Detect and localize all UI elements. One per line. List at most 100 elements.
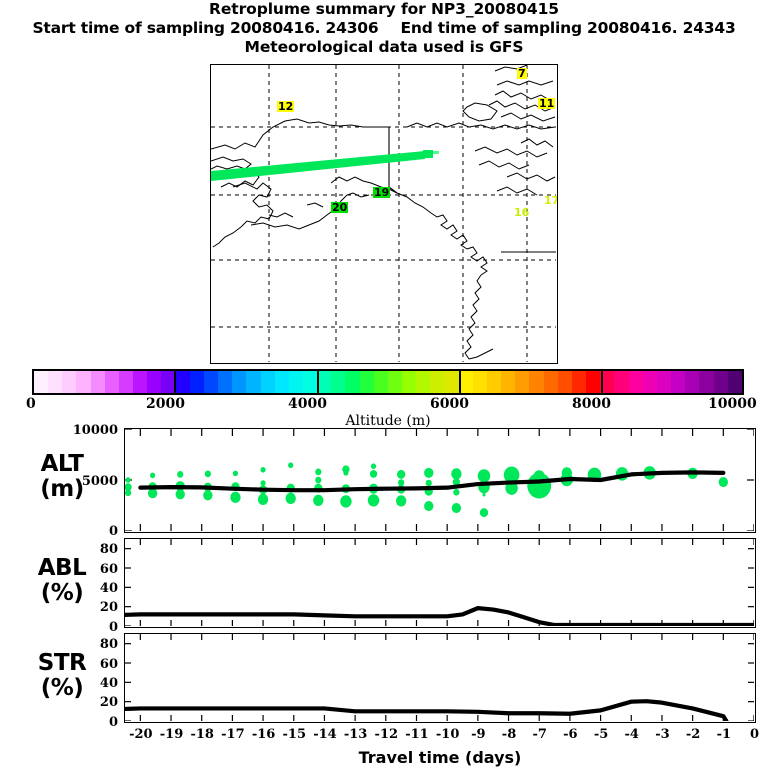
colorbar-swatch[interactable]	[48, 371, 63, 393]
colorbar-swatch[interactable]	[472, 371, 487, 393]
altitude-bubble	[147, 488, 158, 499]
altitude-colorbar[interactable]: 0 2000 4000 6000 8000 10000 Altitude (m)	[26, 369, 757, 429]
colorbar-swatch[interactable]	[133, 371, 148, 393]
mean-altitude	[138, 470, 726, 493]
xaxis-tick: -13	[343, 727, 368, 742]
xaxis-tick: -1	[716, 727, 732, 742]
map-label[interactable]: 12	[277, 100, 295, 113]
colorbar-swatch[interactable]	[487, 371, 502, 393]
abl-axis-label-line2: (%)	[40, 580, 84, 606]
xaxis-tick: -3	[655, 727, 670, 742]
altitude-bubble	[479, 508, 489, 518]
colorbar-swatch[interactable]	[586, 371, 601, 393]
colorbar-swatch[interactable]	[90, 371, 105, 393]
xaxis-tick: -20	[129, 727, 153, 742]
colorbar-swatch[interactable]	[62, 371, 77, 393]
map-label[interactable]: 19	[373, 186, 391, 199]
altitude-bubble	[343, 470, 349, 476]
str-plot-area	[125, 634, 754, 721]
colorbar-swatch[interactable]	[614, 371, 629, 393]
colorbar-swatch[interactable]	[345, 371, 360, 393]
sampling-times: Start time of sampling 20080416. 24306 En…	[0, 19, 768, 38]
colorbar-swatch[interactable]	[118, 371, 134, 393]
colorbar-swatch[interactable]	[274, 371, 289, 393]
colorbar-swatch[interactable]	[444, 371, 459, 393]
colorbar-swatch[interactable]	[501, 371, 516, 393]
colorbar-swatch[interactable]	[232, 371, 247, 393]
colorbar-swatch[interactable]	[571, 371, 587, 393]
colorbar-swatch[interactable]	[628, 371, 643, 393]
colorbar-swatch[interactable]	[218, 371, 233, 393]
str-axis-label: STR (%)	[8, 651, 116, 701]
altitude-bubble	[505, 481, 518, 495]
colorbar-swatch[interactable]	[515, 371, 530, 393]
colorbar-swatch[interactable]	[161, 371, 176, 393]
colorbar-swatch[interactable]	[671, 371, 686, 393]
map-label[interactable]: 17	[544, 194, 558, 207]
colorbar-swatch[interactable]	[402, 371, 417, 393]
map-coastlines	[211, 65, 556, 360]
colorbar-tick: 8000	[572, 396, 611, 412]
abl-fraction	[125, 606, 754, 626]
colorbar-swatch[interactable]	[387, 371, 403, 393]
retroplume-map[interactable]: 7 12 11 19 17 20 16	[210, 64, 558, 364]
colorbar-swatch[interactable]	[373, 371, 388, 393]
colorbar-swatch[interactable]	[727, 371, 742, 393]
map-label[interactable]: 20	[331, 201, 349, 214]
colorbar-swatch[interactable]	[416, 371, 431, 393]
colorbar-swatch[interactable]	[685, 371, 700, 393]
colorbar-swatch[interactable]	[302, 371, 318, 393]
colorbar-swatch[interactable]	[317, 371, 332, 393]
colorbar-swatch[interactable]	[529, 371, 544, 393]
abl-ytick: 40	[99, 580, 118, 596]
colorbar-swatch[interactable]	[246, 371, 261, 393]
colorbar-swatch[interactable]	[203, 371, 219, 393]
colorbar-swatch[interactable]	[331, 371, 346, 393]
colorbar-swatch[interactable]	[600, 371, 615, 393]
colorbar-swatch[interactable]	[260, 371, 275, 393]
colorbar-swatches[interactable]	[32, 369, 744, 395]
altitude-bubble	[451, 503, 462, 514]
str-ytick: 20	[99, 695, 118, 711]
map-canvas	[211, 65, 556, 362]
colorbar-swatch[interactable]	[189, 371, 204, 393]
colorbar-swatch[interactable]	[147, 371, 162, 393]
altitude-bubble	[260, 480, 266, 486]
alt-chart[interactable]	[124, 428, 756, 533]
colorbar-separator	[459, 369, 461, 395]
colorbar-swatch[interactable]	[543, 371, 558, 393]
colorbar-tick: 4000	[288, 396, 327, 412]
colorbar-swatch[interactable]	[642, 371, 657, 393]
colorbar-swatch[interactable]	[175, 371, 190, 393]
colorbar-swatch[interactable]	[713, 371, 728, 393]
xaxis-tick: -2	[685, 727, 701, 742]
alt-axis-label-line2: (m)	[40, 476, 84, 502]
colorbar-swatch[interactable]	[458, 371, 473, 393]
xaxis-tick: -14	[313, 727, 337, 742]
altitude-bubble	[125, 489, 132, 497]
colorbar-swatch[interactable]	[430, 371, 445, 393]
colorbar-swatch[interactable]	[699, 371, 714, 393]
altitude-bubble	[260, 467, 266, 473]
colorbar-swatch[interactable]	[34, 371, 49, 393]
str-ytick: 80	[99, 637, 118, 653]
abl-chart[interactable]	[124, 538, 756, 628]
colorbar-swatch[interactable]	[557, 371, 572, 393]
map-label[interactable]: 7	[517, 67, 527, 80]
altitude-bubble	[150, 472, 156, 479]
colorbar-tick: 6000	[430, 396, 469, 412]
colorbar-swatch[interactable]	[104, 371, 119, 393]
colorbar-swatch[interactable]	[76, 371, 91, 393]
xaxis-tick: -12	[374, 727, 399, 742]
alt-ytick: 0	[108, 524, 118, 539]
map-label[interactable]: 11	[538, 97, 556, 110]
altitude-bubble	[177, 471, 184, 478]
colorbar-swatch[interactable]	[288, 371, 303, 393]
colorbar-swatch[interactable]	[359, 371, 374, 393]
alt-ytick: 5000	[81, 474, 118, 489]
abl-axis-label-line1: ABL	[37, 555, 87, 581]
colorbar-swatch[interactable]	[656, 371, 672, 393]
altitude-bubble	[451, 468, 462, 480]
str-chart[interactable]	[124, 633, 756, 723]
map-label[interactable]: 16	[514, 206, 530, 219]
